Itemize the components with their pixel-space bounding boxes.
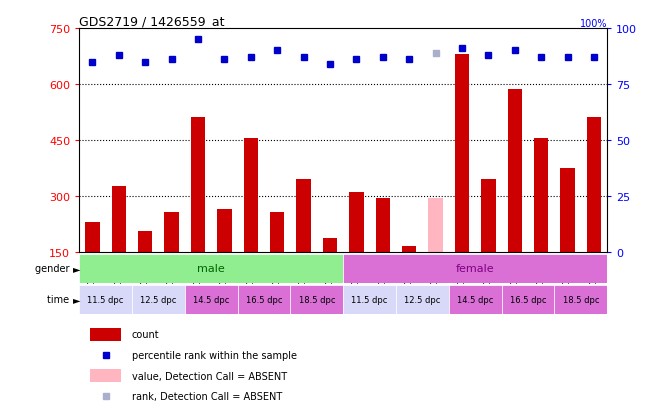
Text: 16.5 dpc: 16.5 dpc xyxy=(510,295,546,304)
Text: 12.5 dpc: 12.5 dpc xyxy=(140,295,177,304)
Text: 18.5 dpc: 18.5 dpc xyxy=(562,295,599,304)
Bar xyxy=(85,222,100,252)
Bar xyxy=(376,198,390,252)
Text: 12.5 dpc: 12.5 dpc xyxy=(404,295,441,304)
Bar xyxy=(270,213,284,252)
Bar xyxy=(185,285,238,314)
Text: 14.5 dpc: 14.5 dpc xyxy=(457,295,494,304)
Text: 11.5 dpc: 11.5 dpc xyxy=(351,295,388,304)
Bar xyxy=(402,246,416,252)
Bar xyxy=(138,231,152,252)
Bar xyxy=(481,179,496,252)
Text: 14.5 dpc: 14.5 dpc xyxy=(193,295,230,304)
Bar xyxy=(191,118,205,252)
Bar xyxy=(79,254,343,283)
Bar xyxy=(323,239,337,252)
Bar xyxy=(508,90,522,252)
Text: ►: ► xyxy=(73,263,80,273)
Text: percentile rank within the sample: percentile rank within the sample xyxy=(132,350,297,360)
Bar xyxy=(296,179,311,252)
Bar xyxy=(290,285,343,314)
Bar xyxy=(79,285,132,314)
Text: value, Detection Call = ABSENT: value, Detection Call = ABSENT xyxy=(132,371,287,381)
Bar xyxy=(112,187,126,252)
Text: gender: gender xyxy=(35,263,73,273)
Bar xyxy=(349,192,364,252)
Text: GDS2719 / 1426559_at: GDS2719 / 1426559_at xyxy=(79,15,224,28)
Bar xyxy=(90,369,121,382)
Bar xyxy=(534,138,548,252)
Text: time: time xyxy=(48,294,73,304)
Bar xyxy=(396,285,449,314)
Bar xyxy=(217,209,232,252)
Bar xyxy=(343,254,607,283)
Bar xyxy=(502,285,554,314)
Bar xyxy=(343,285,396,314)
Text: ►: ► xyxy=(73,294,80,304)
Text: 100%: 100% xyxy=(579,19,607,29)
Bar xyxy=(244,138,258,252)
Bar xyxy=(90,328,121,341)
Bar xyxy=(587,118,601,252)
Bar xyxy=(455,55,469,252)
Bar xyxy=(449,285,502,314)
Text: rank, Detection Call = ABSENT: rank, Detection Call = ABSENT xyxy=(132,392,282,401)
Bar xyxy=(132,285,185,314)
Text: 16.5 dpc: 16.5 dpc xyxy=(246,295,282,304)
Text: 11.5 dpc: 11.5 dpc xyxy=(87,295,124,304)
Bar xyxy=(554,285,607,314)
Bar xyxy=(238,285,290,314)
Text: 18.5 dpc: 18.5 dpc xyxy=(298,295,335,304)
Bar xyxy=(428,198,443,252)
Bar xyxy=(164,213,179,252)
Bar xyxy=(560,169,575,252)
Text: count: count xyxy=(132,330,160,339)
Text: male: male xyxy=(197,263,225,273)
Text: female: female xyxy=(456,263,494,273)
